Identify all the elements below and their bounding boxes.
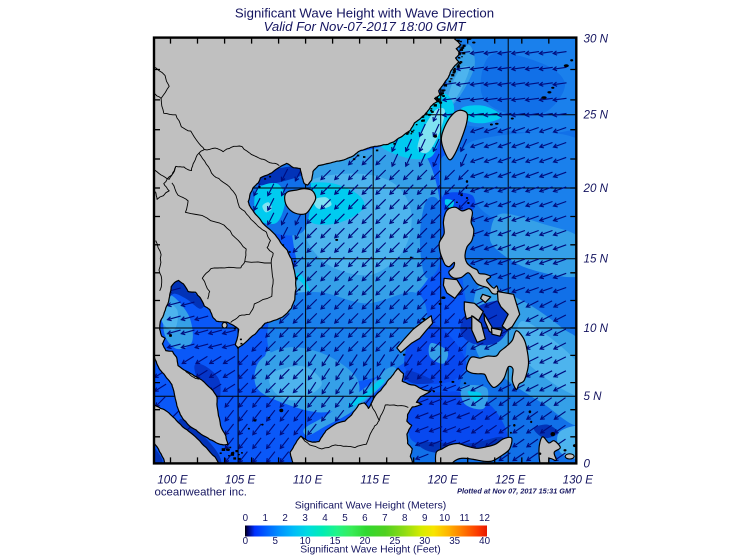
svg-text:Plotted at Nov 07, 2017 15:31: Plotted at Nov 07, 2017 15:31 GMT (457, 487, 576, 496)
svg-text:3: 3 (302, 513, 308, 524)
svg-text:Significant Wave Height (Meter: Significant Wave Height (Meters) (295, 501, 447, 512)
svg-text:oceanweather inc.: oceanweather inc. (155, 487, 247, 499)
svg-text:100 E: 100 E (157, 474, 188, 487)
svg-text:7: 7 (382, 513, 387, 524)
svg-text:8: 8 (402, 513, 408, 524)
svg-text:10: 10 (300, 536, 311, 547)
svg-text:20: 20 (359, 536, 370, 547)
svg-text:30: 30 (419, 536, 430, 547)
svg-text:2: 2 (282, 513, 287, 524)
svg-text:Valid For Nov-07-2017 18:00 GM: Valid For Nov-07-2017 18:00 GMT (264, 19, 467, 34)
svg-text:0: 0 (243, 513, 249, 524)
svg-text:35: 35 (449, 536, 460, 547)
svg-text:15 N: 15 N (584, 253, 609, 266)
svg-text:0: 0 (584, 458, 591, 471)
svg-text:9: 9 (422, 513, 427, 524)
svg-text:25: 25 (389, 536, 400, 547)
svg-text:5: 5 (272, 536, 278, 547)
svg-text:110 E: 110 E (293, 474, 323, 487)
svg-text:10: 10 (439, 513, 450, 524)
svg-text:105 E: 105 E (225, 474, 256, 487)
svg-text:5: 5 (342, 513, 348, 524)
svg-text:125 E: 125 E (495, 474, 526, 487)
svg-text:4: 4 (322, 513, 328, 524)
svg-text:130 E: 130 E (563, 474, 594, 487)
svg-text:Significant Wave Height with W: Significant Wave Height with Wave Direct… (235, 5, 494, 20)
svg-text:12: 12 (479, 513, 490, 524)
svg-text:0: 0 (243, 536, 249, 547)
svg-text:5 N: 5 N (584, 390, 603, 403)
svg-text:120 E: 120 E (428, 474, 459, 487)
svg-text:25 N: 25 N (583, 109, 609, 122)
svg-text:Significant Wave Height (Feet): Significant Wave Height (Feet) (300, 545, 441, 556)
svg-text:30 N: 30 N (584, 33, 609, 46)
svg-text:40: 40 (479, 536, 490, 547)
svg-text:11: 11 (459, 513, 469, 524)
svg-text:1: 1 (263, 513, 268, 524)
svg-text:20 N: 20 N (583, 182, 609, 195)
svg-text:15: 15 (330, 536, 341, 547)
svg-text:10 N: 10 N (584, 322, 609, 335)
svg-text:115 E: 115 E (360, 474, 390, 487)
svg-text:6: 6 (362, 513, 368, 524)
